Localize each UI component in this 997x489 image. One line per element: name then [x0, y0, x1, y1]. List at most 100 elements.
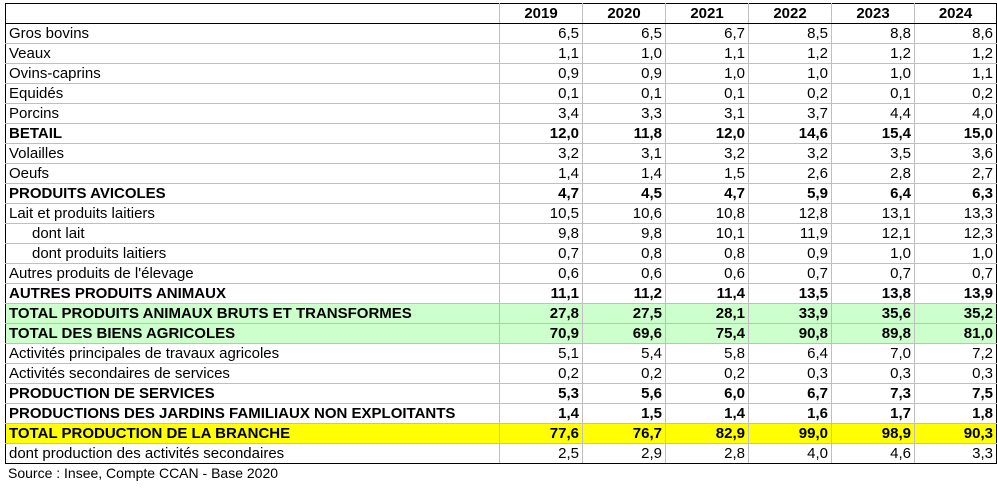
value-cell: 27,8 [499, 303, 583, 324]
value-cell: 6,4 [748, 343, 832, 364]
value-cell: 5,9 [748, 183, 832, 204]
value-cell: 5,4 [582, 343, 666, 364]
value-cell: 12,3 [914, 223, 997, 244]
value-cell: 70,9 [499, 323, 583, 344]
value-cell: 2,8 [665, 443, 749, 464]
value-cell: 0,3 [914, 363, 997, 384]
value-cell: 0,6 [582, 263, 666, 284]
value-cell: 4,0 [748, 443, 832, 464]
year-header: 2020 [582, 3, 666, 24]
row-label: PRODUITS AVICOLES [5, 183, 500, 204]
row-label: dont lait [5, 223, 500, 244]
value-cell: 7,0 [831, 343, 915, 364]
table-row: PRODUCTIONS DES JARDINS FAMILIAUX NON EX… [5, 403, 997, 424]
table-row: Porcins 3,4 3,3 3,1 3,7 4,4 4,0 [5, 103, 997, 124]
value-cell: 6,5 [582, 23, 666, 44]
value-cell: 76,7 [582, 423, 666, 444]
value-cell: 1,5 [665, 163, 749, 184]
value-cell: 4,6 [831, 443, 915, 464]
value-cell: 6,3 [914, 183, 997, 204]
value-cell: 6,5 [499, 23, 583, 44]
source-note: Source : Insee, Compte CCAN - Base 2020 [8, 465, 279, 481]
value-cell: 0,8 [665, 243, 749, 264]
value-cell: 5,6 [582, 383, 666, 404]
table-row: PRODUCTION DE SERVICES 5,3 5,6 6,0 6,7 7,3 7,5 [5, 383, 997, 404]
value-cell: 1,1 [499, 43, 583, 64]
value-cell: 33,9 [748, 303, 832, 324]
value-cell: 2,6 [748, 163, 832, 184]
value-cell: 0,8 [582, 243, 666, 264]
value-cell: 0,1 [831, 83, 915, 104]
table-row: PRODUITS AVICOLES 4,7 4,5 4,7 5,9 6,4 6,3 [5, 183, 997, 204]
year-header: 2021 [665, 3, 749, 24]
value-cell: 1,2 [748, 43, 832, 64]
value-cell: 4,5 [582, 183, 666, 204]
row-label: Ovins-caprins [5, 63, 500, 84]
value-cell: 1,5 [582, 403, 666, 424]
value-cell: 0,3 [748, 363, 832, 384]
value-cell: 3,1 [582, 143, 666, 164]
value-cell: 3,2 [748, 143, 832, 164]
value-cell: 3,4 [499, 103, 583, 124]
year-header: 2019 [499, 3, 583, 24]
table-body: Gros bovins 6,5 6,5 6,7 8,5 8,8 8,6 Veaux 1,1 1,0… [5, 23, 997, 464]
table-row: TOTAL DES BIENS AGRICOLES 70,9 69,6 75,4 90,… [5, 323, 997, 344]
row-label: Volailles [5, 143, 500, 164]
value-cell: 12,0 [665, 123, 749, 144]
value-cell: 0,1 [665, 83, 749, 104]
value-cell: 13,5 [748, 283, 832, 304]
value-cell: 6,7 [748, 383, 832, 404]
row-label: PRODUCTION DE SERVICES [5, 383, 500, 404]
value-cell: 12,1 [831, 223, 915, 244]
table-row: Gros bovins 6,5 6,5 6,7 8,5 8,8 8,6 [5, 23, 997, 44]
value-cell: 69,6 [582, 323, 666, 344]
value-cell: 82,9 [665, 423, 749, 444]
table-row: Activités principales de travaux agricol… [5, 343, 997, 364]
value-cell: 3,3 [914, 443, 997, 464]
value-cell: 13,8 [831, 283, 915, 304]
row-label: TOTAL PRODUCTION DE LA BRANCHE [5, 423, 500, 444]
value-cell: 10,6 [582, 203, 666, 224]
value-cell: 1,0 [914, 243, 997, 264]
row-label: Oeufs [5, 163, 500, 184]
value-cell: 0,2 [582, 363, 666, 384]
table-row: Veaux 1,1 1,0 1,1 1,2 1,2 1,2 [5, 43, 997, 64]
value-cell: 0,9 [582, 63, 666, 84]
value-cell: 4,0 [914, 103, 997, 124]
table-row: Activités secondaires de services 0,2 0,2 0… [5, 363, 997, 384]
value-cell: 1,1 [914, 63, 997, 84]
row-label: PRODUCTIONS DES JARDINS FAMILIAUX NON EX… [5, 403, 500, 424]
value-cell: 10,5 [499, 203, 583, 224]
value-cell: 28,1 [665, 303, 749, 324]
value-cell: 1,2 [914, 43, 997, 64]
value-cell: 10,1 [665, 223, 749, 244]
value-cell: 7,3 [831, 383, 915, 404]
row-label: Equidés [5, 83, 500, 104]
value-cell: 1,4 [665, 403, 749, 424]
value-cell: 3,7 [748, 103, 832, 124]
header-row: 2019 2020 2021 2022 2023 2024 [5, 3, 997, 24]
table-row: Volailles 3,2 3,1 3,2 3,2 3,5 3,6 [5, 143, 997, 164]
value-cell: 4,7 [665, 183, 749, 204]
row-label: dont produits laitiers [5, 243, 500, 264]
row-label: TOTAL PRODUITS ANIMAUX BRUTS ET TRANSFOR… [5, 303, 500, 324]
value-cell: 1,4 [499, 403, 583, 424]
value-cell: 1,0 [582, 43, 666, 64]
header-blank-cell [5, 3, 500, 24]
value-cell: 3,1 [665, 103, 749, 124]
row-label: Gros bovins [5, 23, 500, 44]
value-cell: 1,0 [831, 63, 915, 84]
value-cell: 9,8 [582, 223, 666, 244]
value-cell: 11,2 [582, 283, 666, 304]
row-label: Autres produits de l'élevage [5, 263, 500, 284]
value-cell: 15,0 [914, 123, 997, 144]
value-cell: 2,5 [499, 443, 583, 464]
table-row: dont produits laitiers 0,7 0,8 0,8 0,9 1,0 1,0 [5, 243, 997, 264]
value-cell: 15,4 [831, 123, 915, 144]
row-label: Lait et produits laitiers [5, 203, 500, 224]
value-cell: 1,0 [831, 243, 915, 264]
value-cell: 8,5 [748, 23, 832, 44]
value-cell: 0,7 [748, 263, 832, 284]
value-cell: 0,2 [914, 83, 997, 104]
value-cell: 11,9 [748, 223, 832, 244]
